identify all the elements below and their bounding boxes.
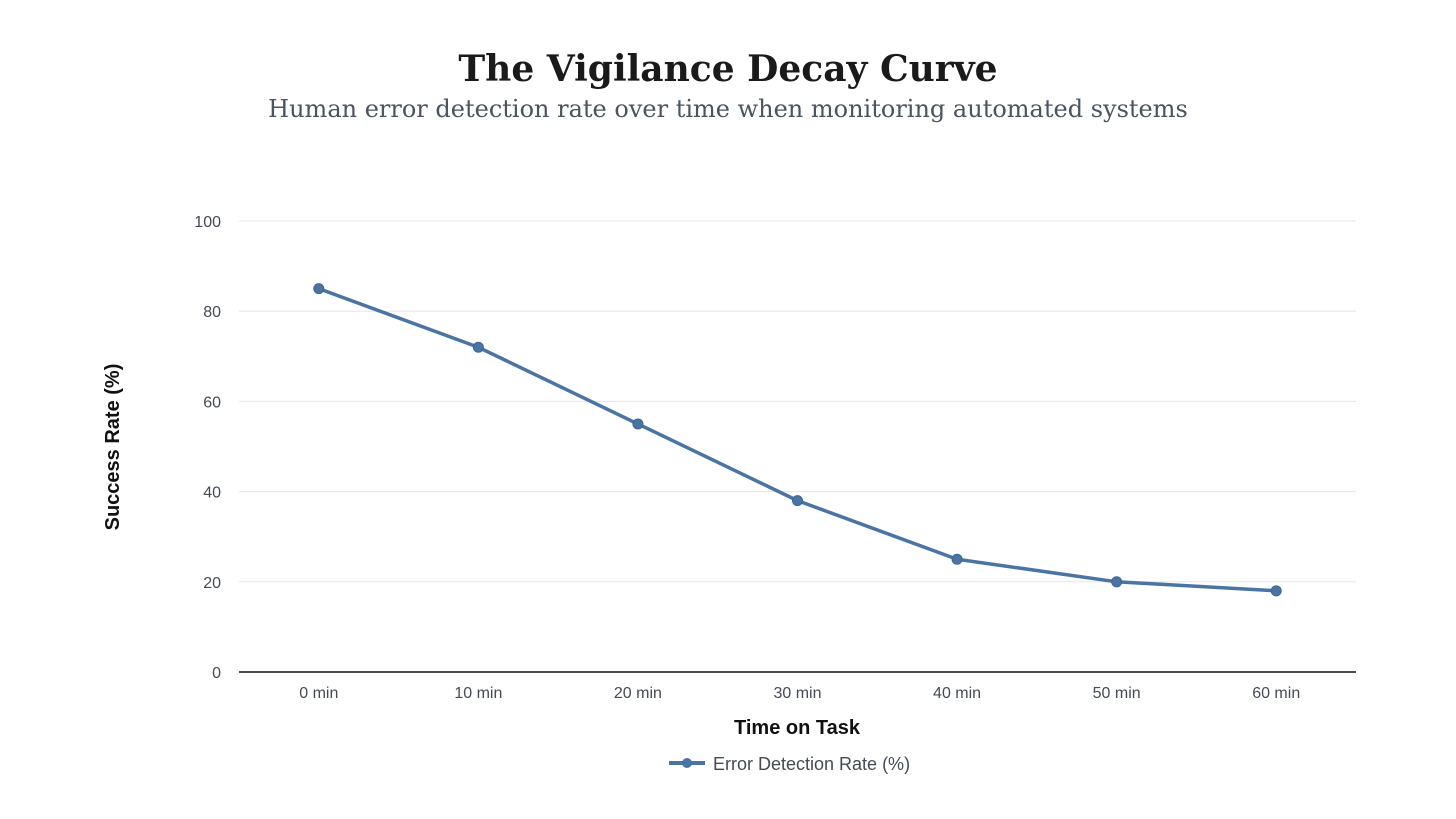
chart-title: The Vigilance Decay Curve bbox=[458, 48, 998, 90]
x-tick-label: 10 min bbox=[454, 685, 502, 702]
data-point bbox=[1111, 576, 1123, 588]
grid-lines bbox=[239, 220, 1356, 583]
y-tick-label: 80 bbox=[203, 304, 221, 321]
x-tick-label: 20 min bbox=[614, 685, 662, 702]
x-tick-label: 60 min bbox=[1252, 685, 1300, 702]
series-line bbox=[317, 286, 1278, 593]
y-tick-label: 20 bbox=[203, 575, 221, 592]
legend[interactable]: Error Detection Rate (%) bbox=[669, 754, 910, 774]
data-point bbox=[472, 341, 484, 353]
y-axis-title: Success Rate (%) bbox=[102, 364, 124, 531]
x-tick-label: 30 min bbox=[773, 685, 821, 702]
x-tick-label: 50 min bbox=[1093, 685, 1141, 702]
y-tick-label: 100 bbox=[194, 214, 221, 231]
data-point bbox=[792, 495, 803, 507]
chart-subtitle: Human error detection rate over time whe… bbox=[268, 95, 1188, 123]
y-axis-ticks: 0 20 40 60 80 100 bbox=[194, 214, 221, 682]
series-layer bbox=[313, 283, 1282, 597]
data-point bbox=[313, 283, 325, 295]
x-tick-label: 40 min bbox=[933, 685, 981, 702]
data-point bbox=[632, 418, 644, 430]
data-point bbox=[951, 553, 963, 565]
y-tick-label: 40 bbox=[203, 485, 221, 502]
x-axis-title: Time on Task bbox=[734, 717, 861, 739]
y-tick-label: 60 bbox=[203, 394, 221, 411]
legend-label: Error Detection Rate (%) bbox=[713, 754, 910, 774]
legend-swatch-marker bbox=[682, 758, 692, 768]
x-tick-label: 0 min bbox=[299, 685, 338, 702]
y-tick-label: 0 bbox=[212, 665, 221, 682]
x-axis-ticks: 0 min 10 min 20 min 30 min 40 min 50 min 60 mi… bbox=[299, 685, 1300, 702]
data-point bbox=[1270, 585, 1282, 597]
